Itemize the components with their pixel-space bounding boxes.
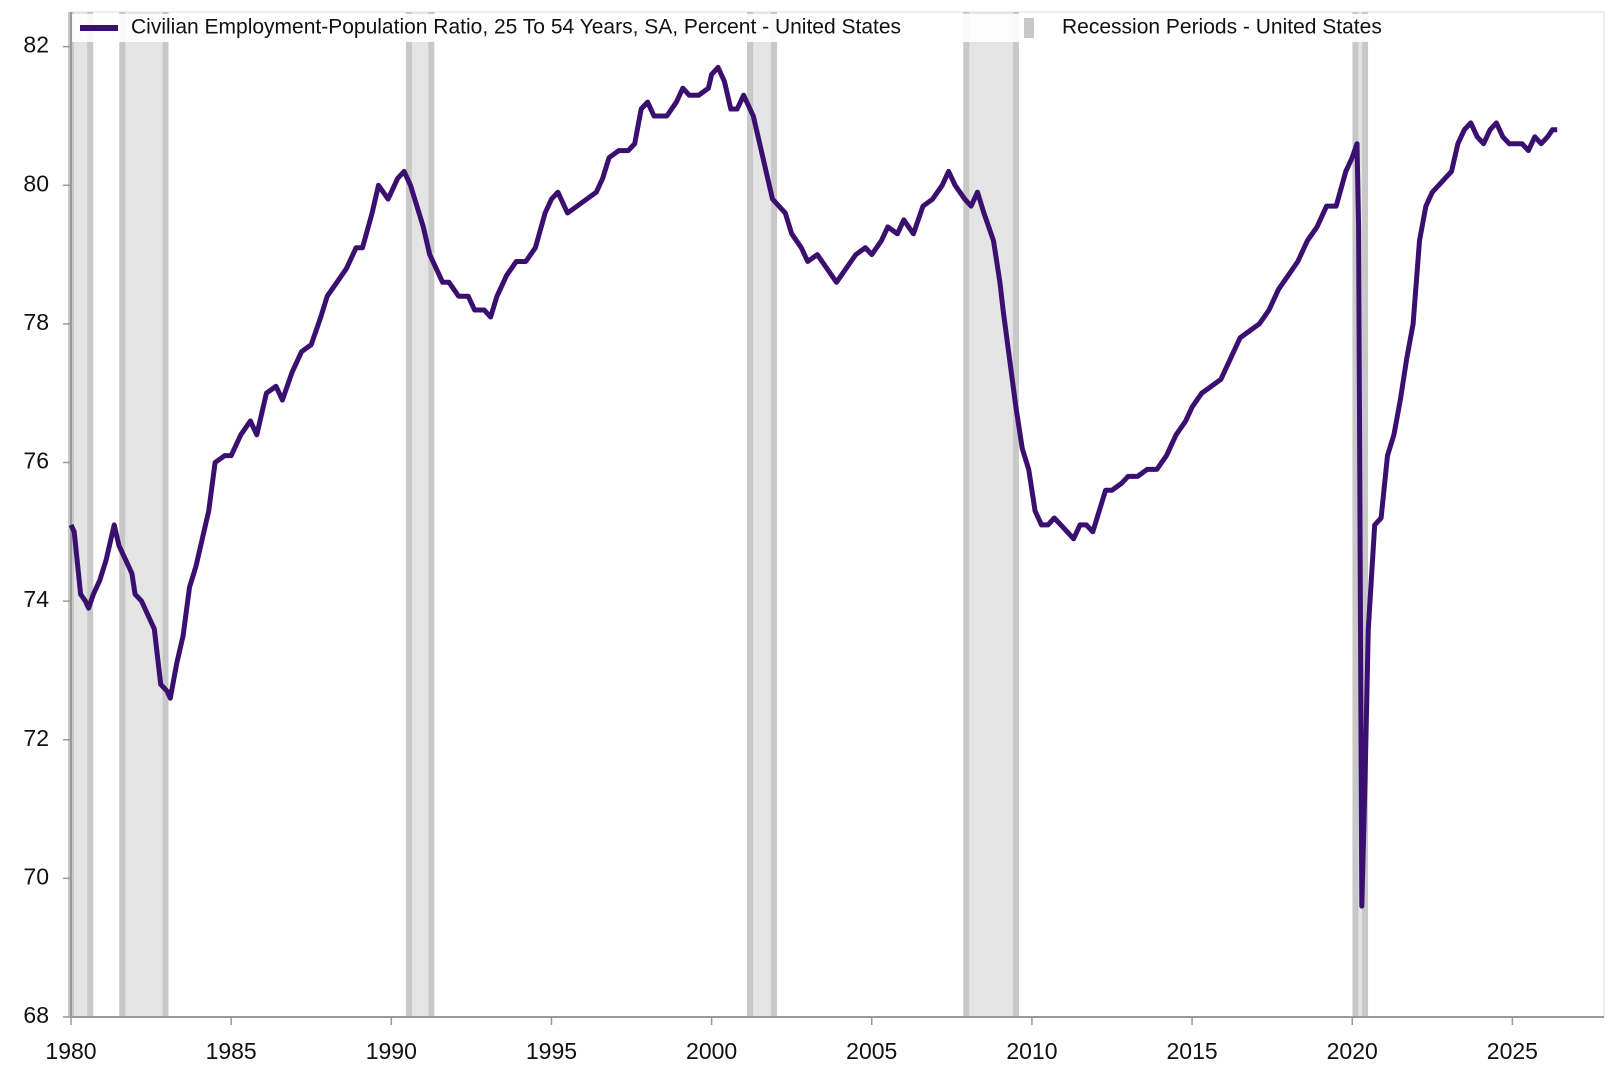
x-tick-label: 1985 (206, 1038, 257, 1064)
y-tick-label: 68 (23, 1002, 49, 1028)
x-tick-label: 2005 (846, 1038, 897, 1064)
legend-bg (72, 14, 1417, 42)
recession-band (966, 12, 1016, 1017)
x-tick-label: 2015 (1166, 1038, 1217, 1064)
legend-swatch (1024, 18, 1034, 38)
x-tick-label: 1995 (526, 1038, 577, 1064)
plot-frame (70, 11, 1605, 1018)
x-tick-label: 2000 (686, 1038, 737, 1064)
x-tick-label: 2020 (1327, 1038, 1378, 1064)
legend-label: Recession Periods - United States (1062, 16, 1382, 39)
recession-band (408, 12, 432, 1017)
recession-band (71, 12, 91, 1017)
x-tick-label: 2025 (1487, 1038, 1538, 1064)
y-tick-label: 72 (23, 725, 49, 751)
recession-band (122, 12, 166, 1017)
x-tick-label: 1980 (45, 1038, 96, 1064)
legend-label: Civilian Employment-Population Ratio, 25… (131, 16, 901, 39)
y-tick-label: 74 (23, 586, 49, 612)
data-line (68, 64, 1558, 909)
y-tick-label: 76 (23, 448, 49, 474)
x-tick-label: 1990 (366, 1038, 417, 1064)
y-tick-label: 78 (23, 309, 49, 335)
y-tick-label: 80 (23, 170, 49, 196)
y-tick-label: 82 (23, 32, 49, 58)
x-tick-label: 2010 (1006, 1038, 1057, 1064)
y-tick-label: 70 (23, 863, 49, 889)
